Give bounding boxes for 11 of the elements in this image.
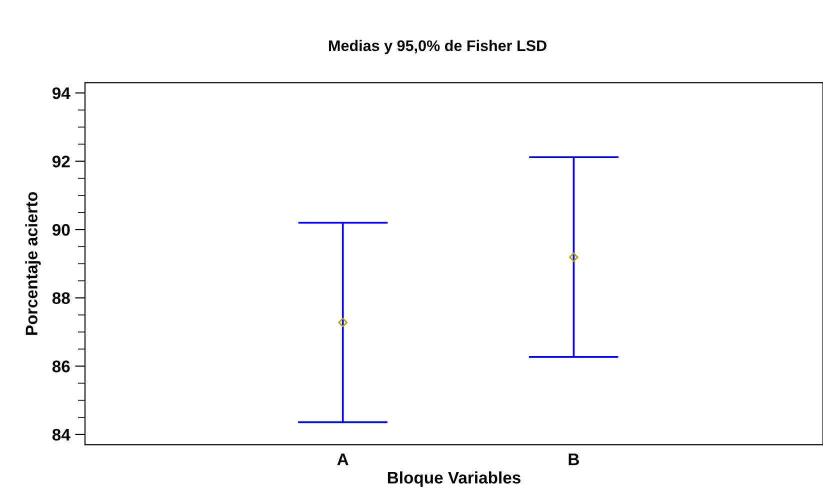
y-tick-label: 94 (52, 87, 70, 100)
y-tick-label: 88 (52, 292, 70, 304)
x-axis-title: Bloque Variables (388, 471, 520, 487)
y-axis-title: Porcentaje acierto (25, 192, 41, 335)
x-tick-label: B (568, 454, 579, 466)
y-tick-label: 92 (52, 156, 70, 168)
y-tick-label: 84 (52, 428, 70, 441)
y-tick-label: 90 (52, 224, 70, 236)
chart-title: Medias y 95,0% de Fisher LSD (329, 40, 546, 54)
x-tick-label: A (337, 454, 348, 466)
y-tick-label: 86 (52, 360, 70, 372)
